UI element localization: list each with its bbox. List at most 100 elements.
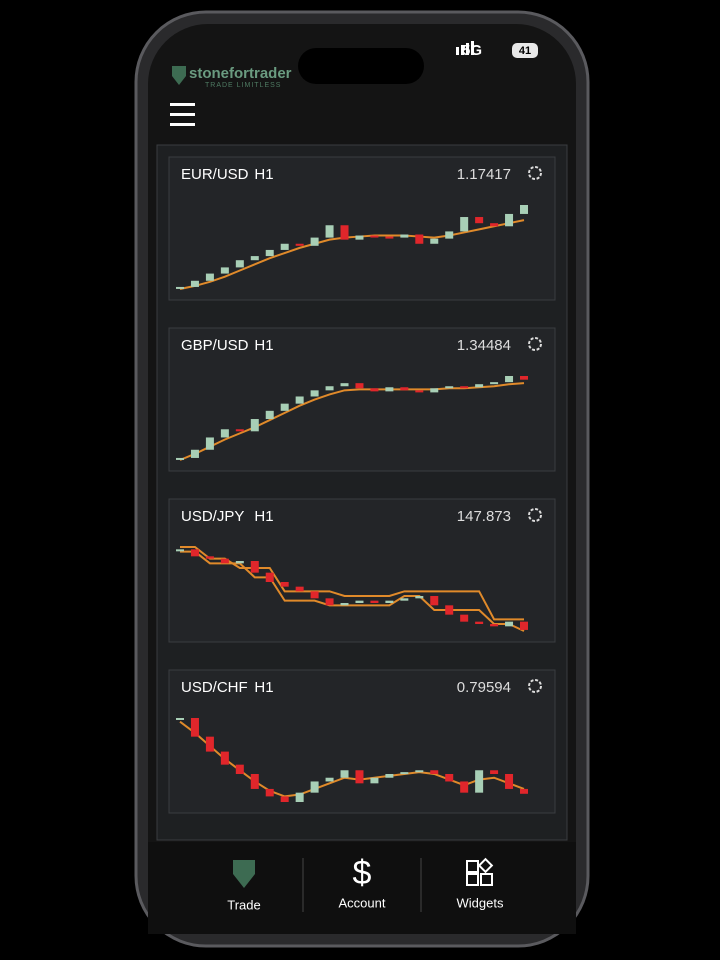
timeframe: H1 (254, 337, 273, 354)
candle (475, 384, 484, 388)
nav-label[interactable]: Widgets (457, 895, 504, 910)
candle (190, 280, 199, 287)
nav-label[interactable]: Trade (227, 897, 260, 912)
nav-label[interactable]: Account (339, 895, 386, 910)
candle (265, 572, 274, 582)
candle (385, 236, 394, 239)
candle (445, 231, 454, 239)
candle (385, 600, 394, 603)
candle (176, 457, 184, 460)
card-bg (168, 498, 556, 643)
candle (370, 235, 379, 238)
candle (370, 777, 379, 784)
candle (235, 764, 244, 774)
candle (430, 596, 439, 606)
card-bg (168, 156, 556, 301)
candle (490, 223, 499, 227)
candle (355, 235, 364, 240)
candle (505, 774, 514, 789)
pair: GBP/USD (181, 337, 249, 354)
card-bg (168, 669, 556, 814)
settings-icon[interactable] (528, 166, 542, 180)
candle (205, 556, 214, 559)
signal (466, 43, 469, 55)
pair: USD/JPY (181, 508, 244, 525)
candle (176, 549, 184, 552)
candle (445, 774, 454, 782)
candle (310, 591, 319, 599)
settings-icon[interactable] (528, 337, 542, 351)
candle (280, 243, 289, 250)
candle (250, 419, 259, 432)
candle (460, 781, 469, 793)
brand-tagline: TRADE LIMITLESS (205, 82, 281, 89)
candle (505, 376, 514, 383)
candle (250, 774, 259, 789)
candle (280, 403, 289, 411)
candle (205, 437, 214, 450)
candle (340, 383, 349, 387)
menu-button[interactable] (170, 103, 195, 126)
chart-card[interactable]: USD/CHF H1 0.79594 (168, 669, 556, 814)
brand-name: stonefortrader (189, 65, 292, 82)
trade-icon (233, 860, 255, 888)
settings-icon[interactable] (528, 679, 542, 693)
candle (415, 770, 424, 773)
candle (265, 788, 274, 797)
indicator-line (179, 219, 525, 290)
battery (512, 43, 538, 58)
chart-card[interactable]: USD/JPY H1 147.873 (168, 498, 556, 643)
timeframe: H1 (254, 679, 273, 696)
candle (415, 390, 424, 393)
signal (461, 45, 464, 55)
price: 1.34484 (457, 337, 511, 354)
candle (190, 718, 199, 737)
menu-bar (170, 103, 195, 106)
candle (400, 234, 409, 238)
candle (310, 237, 319, 246)
menu-bar (170, 123, 195, 126)
candle (490, 624, 499, 627)
candle (325, 598, 334, 606)
candle (370, 388, 379, 392)
dynamic-island (298, 48, 424, 84)
candle (205, 273, 214, 281)
candle (475, 621, 484, 624)
battery-level: 41 (519, 45, 531, 57)
candle (190, 449, 199, 458)
candle (190, 549, 199, 557)
candle (520, 376, 528, 380)
candle (325, 386, 334, 391)
candle (235, 429, 244, 432)
candle (176, 718, 184, 720)
candle (355, 383, 364, 389)
candle (340, 225, 349, 240)
price: 0.79594 (457, 679, 511, 696)
candle (295, 586, 304, 592)
candle (400, 598, 409, 601)
candle (430, 238, 439, 244)
candle (415, 234, 424, 244)
pair: USD/CHF (181, 679, 248, 696)
candle (475, 217, 484, 224)
signal (456, 47, 459, 55)
candle (355, 600, 364, 603)
nav-bar (148, 842, 576, 934)
candle (415, 596, 424, 599)
indicator-line (180, 546, 524, 621)
chart-card[interactable]: GBP/USD H1 1.34484 (168, 327, 556, 472)
candle (445, 605, 454, 615)
candle (250, 561, 259, 573)
signal (471, 41, 474, 55)
candle (520, 621, 528, 630)
candle (505, 213, 514, 227)
chart-card[interactable]: EUR/USD H1 1.17417 (168, 156, 556, 301)
candle (280, 582, 289, 587)
menu-bar (170, 113, 195, 116)
price: 1.17417 (457, 166, 511, 183)
candle (220, 267, 229, 274)
candle (280, 796, 289, 802)
settings-icon[interactable] (528, 508, 542, 522)
pair: EUR/USD (181, 166, 249, 183)
candle (220, 558, 229, 564)
